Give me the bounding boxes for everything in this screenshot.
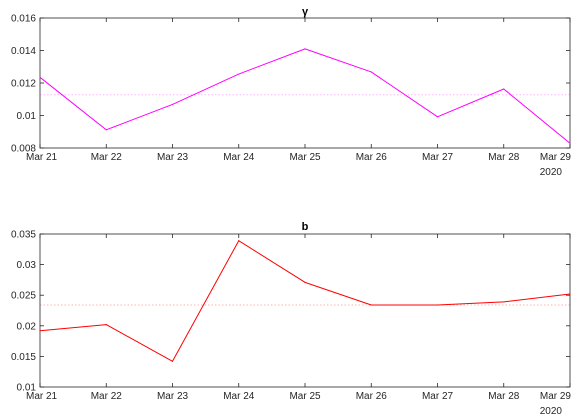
b-x-tick-label: Mar 23	[157, 391, 189, 402]
gamma-data-point	[370, 71, 372, 73]
gamma-chart-title: γ	[302, 6, 309, 18]
gamma-data-point	[238, 73, 240, 75]
b-x-tick-label: Mar 27	[422, 391, 454, 402]
gamma-chart-panel: γ 0.008 0.01 0.012 0.014 0.016 Mar 21 Mar 22 Mar…	[11, 6, 571, 178]
b-data-point	[105, 323, 107, 326]
b-x-tick-label: Mar 28	[488, 391, 520, 402]
b-chart-title: b	[302, 221, 309, 233]
b-x-tick-label: Mar 26	[356, 391, 388, 402]
b-chart-panel: b 0.01 0.015 0.02 0.025 0.03 0.035 Mar 21 Mar 22…	[11, 221, 571, 417]
b-y-tick-label: 0.015	[11, 352, 36, 363]
b-data-point	[238, 240, 240, 242]
b-data-point	[39, 330, 41, 332]
gamma-data-point	[503, 88, 505, 90]
gamma-x-tick-label: Mar 29	[540, 152, 572, 163]
b-x-tick-label: Mar 24	[223, 391, 255, 402]
gamma-y-tick-label: 0.014	[11, 46, 36, 57]
b-y-tick-label: 0.01	[17, 383, 37, 394]
b-x-year-label: 2020	[540, 406, 563, 417]
b-x-tick-label: Mar 22	[91, 391, 123, 402]
b-data-point	[304, 281, 306, 283]
gamma-y-tick-label: 0.012	[11, 79, 36, 90]
gamma-y-tick-label: 0.016	[11, 14, 36, 25]
gamma-x-tick-label: Mar 23	[157, 152, 189, 163]
gamma-x-tick-label: Mar 26	[356, 152, 388, 163]
gamma-x-tick-label: Mar 22	[91, 152, 123, 163]
b-y-tick-label: 0.025	[11, 291, 36, 302]
b-y-tick-label: 0.02	[17, 321, 37, 332]
b-x-tick-label: Mar 25	[289, 391, 321, 402]
gamma-data-point	[569, 142, 571, 144]
b-plot-area	[39, 233, 571, 388]
gamma-data-point	[39, 76, 41, 78]
gamma-data-point	[304, 48, 306, 50]
b-data-point	[569, 293, 571, 295]
gamma-data-point	[436, 116, 439, 118]
gamma-x-tick-label: Mar 24	[223, 152, 255, 163]
gamma-y-tick-label: 0.01	[17, 111, 37, 122]
gamma-x-tick-label: Mar 27	[422, 152, 454, 163]
gamma-x-year-label: 2020	[540, 167, 563, 178]
gamma-x-tick-label: Mar 25	[289, 152, 321, 163]
gamma-data-point	[171, 103, 174, 106]
b-y-tick-label: 0.035	[11, 230, 36, 241]
b-y-tick-label: 0.03	[17, 260, 37, 271]
b-data-point	[370, 304, 372, 306]
gamma-data-point	[105, 129, 107, 131]
gamma-x-tick-label: Mar 21	[26, 152, 58, 163]
b-x-tick-label: Mar 21	[26, 391, 58, 402]
b-x-tick-label: Mar 29	[540, 391, 572, 402]
b-data-point	[436, 304, 439, 306]
b-data-point	[171, 360, 174, 362]
gamma-plot-area	[39, 17, 571, 149]
b-data-point	[503, 301, 505, 303]
gamma-x-tick-label: Mar 28	[488, 152, 520, 163]
gamma-y-tick-label: 0.008	[11, 144, 36, 155]
